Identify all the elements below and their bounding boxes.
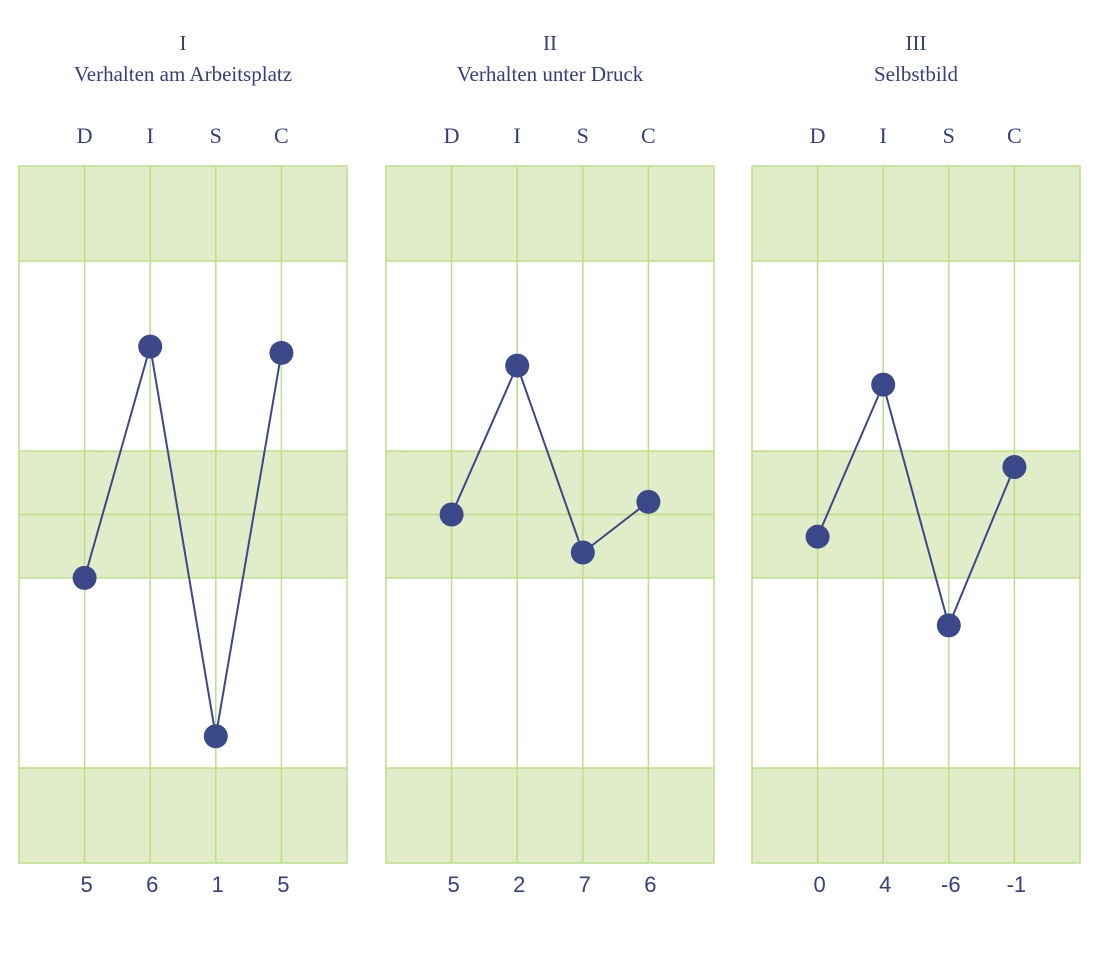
category-label-i: I: [147, 123, 154, 148]
category-label-s: S: [210, 123, 222, 148]
shaded-band-1: [752, 166, 1080, 262]
series-line: [450, 362, 650, 555]
score-label-i: 4: [879, 872, 891, 897]
data-point-s: [936, 613, 961, 638]
series-line: [83, 346, 283, 737]
score-label-s: 7: [579, 872, 591, 897]
panel-title: Verhalten unter Druck: [457, 62, 644, 86]
score-label-d: 0: [813, 872, 825, 897]
category-label-s: S: [577, 123, 589, 148]
score-label-c: 6: [644, 872, 656, 897]
panel-title: Verhalten am Arbeitsplatz: [74, 62, 292, 86]
disc-panel-1: I Verhalten am Arbeitsplatz D I S C 5 6 1 5: [18, 31, 348, 897]
data-point-c: [269, 340, 294, 365]
score-label-s: -6: [941, 872, 961, 897]
shaded-band-3: [386, 767, 714, 863]
category-label-d: D: [444, 123, 460, 148]
shaded-band-3: [19, 767, 347, 863]
shaded-band-3: [752, 767, 1080, 863]
score-label-d: 5: [447, 872, 459, 897]
data-point-c: [636, 489, 661, 514]
shaded-band-1: [19, 166, 347, 262]
data-point-d: [72, 565, 97, 590]
series-line: [816, 381, 1016, 629]
panel-roman-numeral: II: [543, 31, 557, 55]
category-label-c: C: [1007, 123, 1022, 148]
score-label-s: 1: [212, 872, 224, 897]
data-point-i: [505, 353, 530, 378]
disc-panel-2: II Verhalten unter Druck D I S C 5 2 7 6: [385, 31, 715, 897]
score-label-c: -1: [1007, 872, 1027, 897]
category-label-i: I: [514, 123, 521, 148]
data-point-d: [805, 524, 830, 549]
shaded-band-1: [386, 166, 714, 262]
score-label-d: 5: [80, 872, 92, 897]
category-label-s: S: [943, 123, 955, 148]
score-label-i: 2: [513, 872, 525, 897]
category-label-d: D: [77, 123, 93, 148]
category-label-d: D: [810, 123, 826, 148]
panel-title: Selbstbild: [874, 62, 959, 86]
data-point-d: [439, 502, 464, 527]
data-point-s: [570, 540, 595, 565]
panel-roman-numeral: I: [180, 31, 187, 55]
category-label-c: C: [641, 123, 656, 148]
score-label-i: 6: [146, 872, 158, 897]
data-point-c: [1002, 454, 1027, 479]
category-label-i: I: [880, 123, 887, 148]
disc-panel-3: III Selbstbild D I S C 0 4 -6 -1: [751, 31, 1081, 897]
data-point-i: [138, 334, 163, 359]
data-point-s: [203, 724, 228, 749]
category-label-c: C: [274, 123, 289, 148]
score-label-c: 5: [277, 872, 289, 897]
panel-roman-numeral: III: [906, 31, 927, 55]
data-point-i: [871, 372, 896, 397]
